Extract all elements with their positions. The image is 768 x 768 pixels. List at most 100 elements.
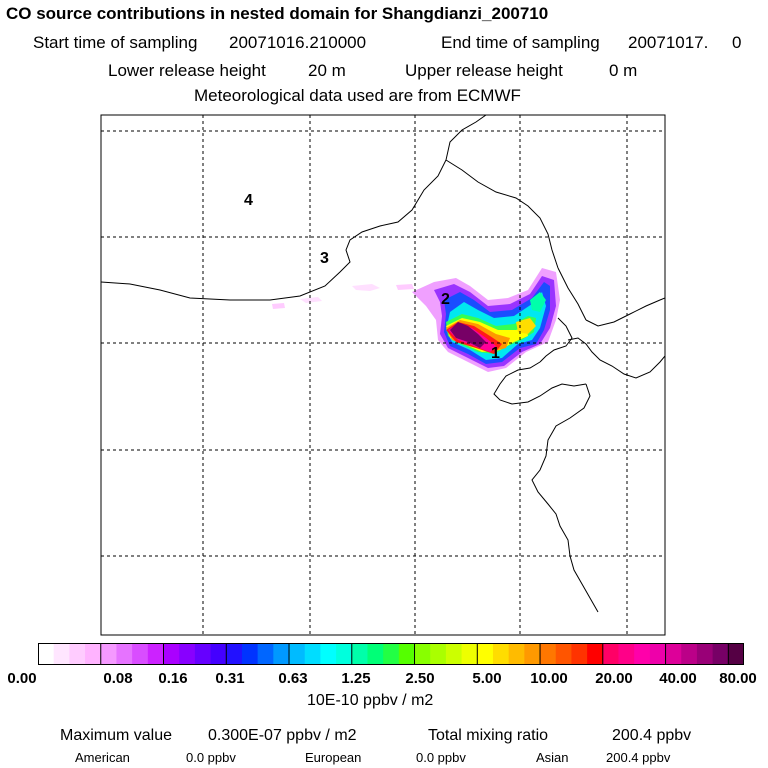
colorbar-tick: 0.16 (158, 670, 188, 687)
colorbar-swatch (555, 643, 573, 665)
colorbar-swatch (430, 643, 447, 665)
colorbar-swatch (367, 643, 384, 665)
plume-faint-streak (272, 303, 285, 309)
colorbar-swatch (69, 643, 86, 665)
lower-height-label: Lower release height (108, 61, 266, 80)
colorbar-tick: 10.00 (530, 670, 568, 687)
colorbar-swatch (304, 643, 321, 665)
colorbar-swatch (477, 643, 494, 665)
colorbar-tick: 0.00 (7, 670, 37, 687)
colorbar-swatch (116, 643, 133, 665)
colorbar-swatch (649, 643, 667, 665)
boundary-line (445, 159, 559, 269)
region-label: 2 (441, 291, 450, 308)
colorbar-swatch (163, 643, 180, 665)
european-value: 0.0 ppbv (416, 750, 466, 765)
colorbar-tick: 0.63 (278, 670, 308, 687)
colorbar-swatch (445, 643, 463, 665)
colorbar-swatch (351, 643, 369, 665)
map-frame (100, 114, 666, 636)
start-time-value: 20071016.210000 (229, 33, 367, 52)
boundary-line (585, 297, 665, 327)
colorbar-swatch (241, 643, 259, 665)
colorbar-swatch (398, 643, 416, 665)
colorbar-unit: 10E-10 ppbv / m2 (307, 692, 434, 709)
colorbar-tick: 2.50 (405, 670, 435, 687)
colorbar-swatch (53, 643, 70, 665)
colorbar-tick: 40.00 (659, 670, 697, 687)
colorbar-swatch (587, 643, 604, 665)
plume-faint-streak (396, 284, 414, 290)
colorbar-swatch (147, 643, 165, 665)
colorbar-swatch (414, 643, 431, 665)
colorbar-tick: 20.00 (595, 670, 633, 687)
colorbar-swatch (38, 643, 55, 665)
coastline (539, 317, 573, 363)
region-label: 1 (491, 345, 500, 362)
colorbar-swatch (257, 643, 274, 665)
coastlines (101, 115, 665, 613)
region-label: 4 (244, 192, 253, 209)
end-time-label: End time of sampling (441, 33, 600, 52)
asian-label: Asian (536, 750, 569, 765)
region-label: 3 (320, 250, 329, 267)
plume-yellow-patch (516, 318, 536, 334)
max-value: 0.300E-07 ppbv / m2 (208, 727, 357, 744)
american-value: 0.0 ppbv (186, 750, 236, 765)
european-label: European (305, 750, 362, 765)
colorbar-swatch (602, 643, 620, 665)
colorbar-swatch (179, 643, 196, 665)
colorbar-swatch (492, 643, 510, 665)
chart-title: CO source contributions in nested domain… (6, 4, 549, 23)
colorbar-tick: 0.08 (103, 670, 133, 687)
colorbar-swatch (728, 643, 744, 665)
plume-faint-streak (352, 284, 380, 291)
total-mixing-label: Total mixing ratio (428, 727, 549, 744)
boundary-line (101, 115, 487, 301)
colorbar-swatch (289, 643, 306, 665)
colorbar-swatch (571, 643, 588, 665)
american-label: American (75, 750, 130, 765)
coastline (493, 361, 587, 405)
start-time-label: Start time of sampling (33, 33, 198, 52)
colorbar-swatch (383, 643, 400, 665)
colorbar-swatch (665, 643, 682, 665)
colorbar-swatch (320, 643, 337, 665)
plume-core (450, 322, 486, 348)
colorbar-tick: 0.31 (215, 670, 245, 687)
colorbar-swatch (336, 643, 353, 665)
colorbar-swatch (712, 643, 729, 665)
colorbar-swatch (100, 643, 118, 665)
colorbar-swatch (226, 643, 243, 665)
colorbar-swatch (524, 643, 541, 665)
upper-height-label: Upper release height (405, 61, 563, 80)
met-data-note: Meteorological data used are from ECMWF (194, 86, 521, 105)
colorbar-swatch (681, 643, 698, 665)
graticule (101, 115, 665, 635)
coastline (531, 383, 599, 613)
colorbar-tick: 1.25 (341, 670, 371, 687)
total-mixing-value: 200.4 ppbv (612, 727, 692, 744)
colorbar-swatch (85, 643, 102, 665)
colorbar-swatch (634, 643, 651, 665)
concentration-plume (272, 268, 560, 372)
colorbar-swatch (618, 643, 635, 665)
boundary-line (557, 267, 587, 321)
colorbar-swatch (540, 643, 557, 665)
colorbar (38, 643, 744, 665)
colorbar-tick: 5.00 (472, 670, 502, 687)
colorbar-tick: 80.00 (719, 670, 757, 687)
end-time-value: 20071017. 0 (628, 33, 742, 52)
asian-value: 200.4 ppbv (606, 750, 671, 765)
coastline (567, 337, 665, 379)
plume-green-patch (530, 292, 546, 312)
lower-height-value: 20 m (308, 61, 346, 80)
max-value-label: Maximum value (60, 727, 173, 744)
plume-faint-streak (300, 297, 322, 303)
colorbar-swatch (194, 643, 212, 665)
colorbar-swatch (508, 643, 525, 665)
colorbar-swatch (210, 643, 227, 665)
colorbar-swatch (461, 643, 478, 665)
colorbar-border (38, 643, 744, 665)
